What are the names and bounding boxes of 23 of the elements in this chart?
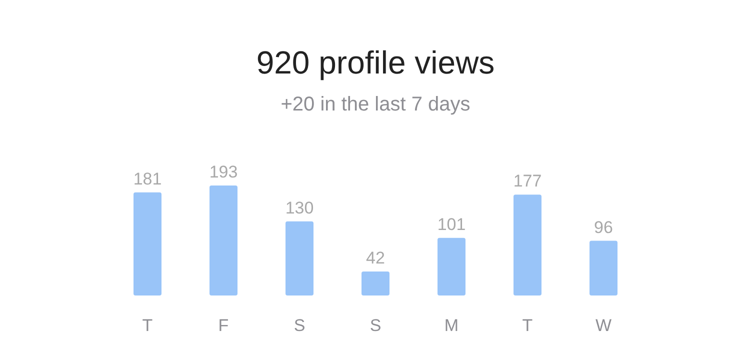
data-label: 181 <box>133 169 162 188</box>
bar <box>362 272 390 296</box>
x-tick-label: T <box>142 316 153 335</box>
x-tick-label: W <box>595 316 612 335</box>
bar <box>438 238 466 296</box>
bar <box>514 194 542 296</box>
chart-title: 920 profile views <box>256 44 495 80</box>
bar <box>210 186 238 296</box>
data-label: 96 <box>594 218 613 237</box>
data-label: 177 <box>513 172 542 191</box>
x-tick-label: S <box>370 316 382 335</box>
x-tick-label: F <box>218 316 229 335</box>
data-label: 193 <box>209 162 238 182</box>
x-tick-label: T <box>522 316 533 335</box>
data-label: 130 <box>285 198 314 218</box>
data-label: 101 <box>437 214 466 234</box>
data-label: 42 <box>366 248 385 268</box>
chart-subtitle: +20 in the last 7 days <box>280 94 470 116</box>
bar <box>134 192 162 296</box>
bar <box>590 240 618 296</box>
x-tick-label: S <box>294 316 306 335</box>
x-tick-label: M <box>444 316 459 335</box>
bar <box>286 221 314 296</box>
